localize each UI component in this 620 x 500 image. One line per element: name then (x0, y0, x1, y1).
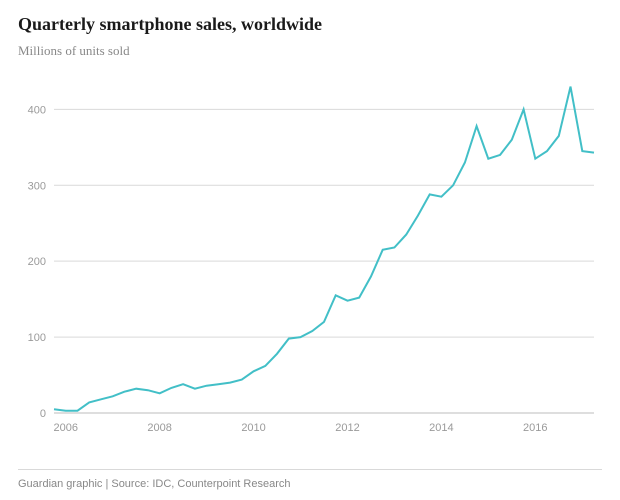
y-tick-label: 0 (40, 408, 46, 420)
x-tick-label: 2012 (335, 422, 359, 434)
chart-title: Quarterly smartphone sales, worldwide (18, 14, 602, 35)
y-tick-label: 400 (28, 104, 46, 116)
x-tick-label: 2008 (147, 422, 171, 434)
chart-svg: 0 100 200 300 400 2006 2008 2010 2012 2014 2016 (18, 73, 602, 441)
y-tick-label: 100 (28, 332, 46, 344)
y-tick-label: 300 (28, 180, 46, 192)
x-tick-label: 2014 (429, 422, 453, 434)
x-tick-label: 2016 (523, 422, 547, 434)
series-line-sales (54, 87, 594, 411)
x-tick-label: 2010 (241, 422, 265, 434)
x-tick-label: 2006 (53, 422, 77, 434)
chart-footer: Guardian graphic | Source: IDC, Counterp… (18, 469, 602, 490)
chart-subtitle: Millions of units sold (18, 43, 602, 59)
chart-plot-area: 0 100 200 300 400 2006 2008 2010 2012 2014 2016 (18, 73, 602, 441)
y-tick-label: 200 (28, 256, 46, 268)
